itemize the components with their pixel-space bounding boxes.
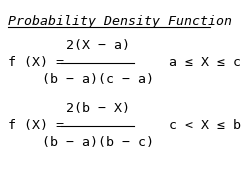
Text: a ≤ X ≤ c: a ≤ X ≤ c — [169, 56, 241, 69]
Text: f (X) =: f (X) = — [8, 119, 64, 132]
Text: (b − a)(c − a): (b − a)(c − a) — [42, 73, 154, 86]
Text: f (X) =: f (X) = — [8, 56, 64, 69]
Text: 2(X − a): 2(X − a) — [66, 39, 130, 52]
Text: 2(b − X): 2(b − X) — [66, 102, 130, 115]
Text: (b − a)(b − c): (b − a)(b − c) — [42, 136, 154, 149]
Text: Probability Density Function: Probability Density Function — [8, 15, 232, 28]
Text: c < X ≤ b: c < X ≤ b — [169, 119, 241, 132]
